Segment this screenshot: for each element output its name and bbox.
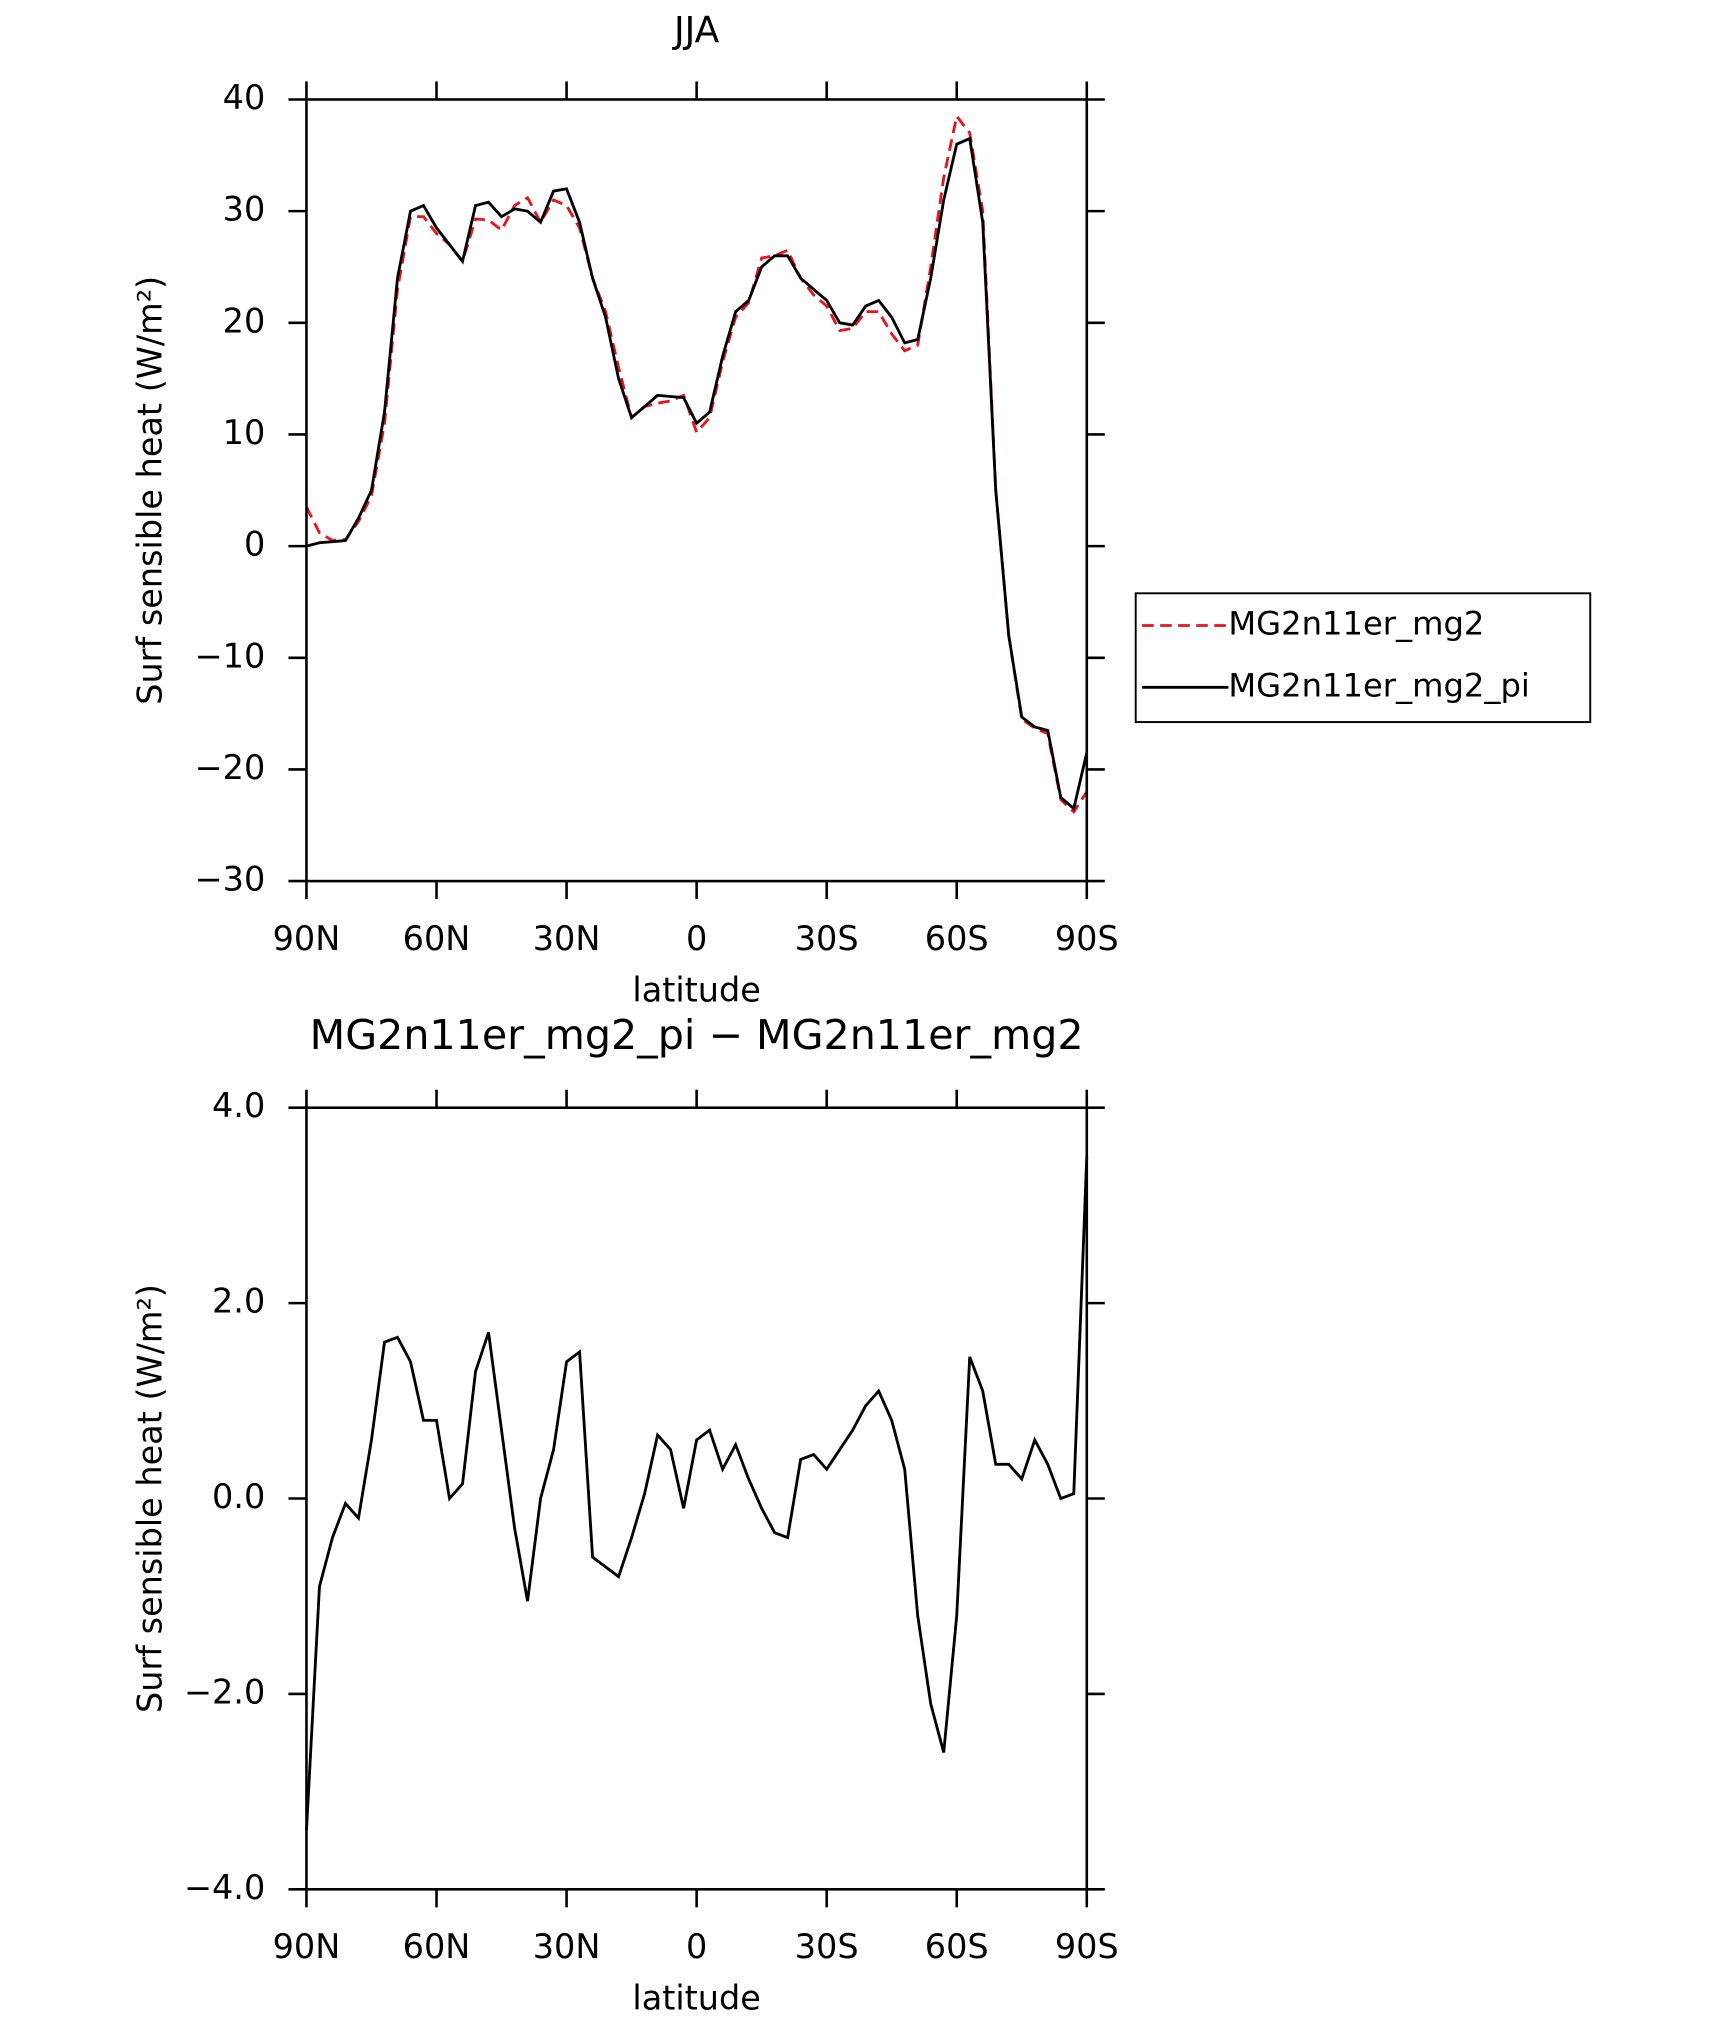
y-tick-label: 0.0 <box>212 1477 265 1516</box>
plot-frame <box>305 1106 1089 1891</box>
y-tick-label: 20 <box>223 301 266 340</box>
y-tick-label: −20 <box>195 748 266 787</box>
x-tick-label: 0 <box>686 919 707 958</box>
x-tick-label: 30S <box>795 919 859 958</box>
y-tick-label: 0 <box>244 525 265 564</box>
y-axis-label: Surf sensible heat (W/m²) <box>130 1284 169 1713</box>
chart-title: MG2n11er_mg2_pi − MG2n11er_mg2 <box>310 1011 1084 1059</box>
x-tick-label: 60N <box>403 1927 471 1966</box>
x-axis-label: latitude <box>632 1979 760 2018</box>
x-axis-label: latitude <box>632 970 760 1009</box>
legend-label: MG2n11er_mg2 <box>1228 604 1484 642</box>
data-line <box>305 1156 1089 1831</box>
y-axis-label: Surf sensible heat (W/m²) <box>130 276 169 705</box>
y-tick-label: −10 <box>195 636 266 675</box>
y-tick-label: 4.0 <box>212 1086 265 1125</box>
chart-title: JJA <box>672 10 720 52</box>
x-tick-label: 90S <box>1055 1927 1119 1966</box>
legend-label: MG2n11er_mg2_pi <box>1228 666 1529 704</box>
y-tick-label: 10 <box>223 413 266 452</box>
y-tick-label: 30 <box>223 190 266 229</box>
x-tick-label: 30N <box>533 919 601 958</box>
data-line <box>305 112 1088 815</box>
legend-box <box>1134 592 1592 724</box>
x-tick-label: 60S <box>925 919 989 958</box>
y-tick-label: −4.0 <box>184 1868 265 1907</box>
x-tick-label: 90N <box>273 919 341 958</box>
data-line <box>306 136 1089 812</box>
y-tick-label: −2.0 <box>184 1672 265 1711</box>
x-tick-label: 60N <box>403 919 471 958</box>
x-tick-label: 90S <box>1055 919 1119 958</box>
x-tick-label: 0 <box>686 1927 707 1966</box>
x-tick-label: 60S <box>925 1927 989 1966</box>
x-tick-label: 30S <box>795 1927 859 1966</box>
x-tick-label: 90N <box>273 1927 341 1966</box>
plot: MG2n11er_mg2_pi − MG2n11er_mg2 latitude Su… <box>130 1011 1118 2017</box>
x-tick-label: 30N <box>533 1927 601 1966</box>
y-tick-label: −30 <box>195 860 266 899</box>
y-tick-label: 2.0 <box>212 1282 265 1321</box>
y-tick-label: 40 <box>223 78 266 117</box>
plot: JJA latitude Surf sensible heat (W/m²) −30 −… <box>130 10 1592 1009</box>
